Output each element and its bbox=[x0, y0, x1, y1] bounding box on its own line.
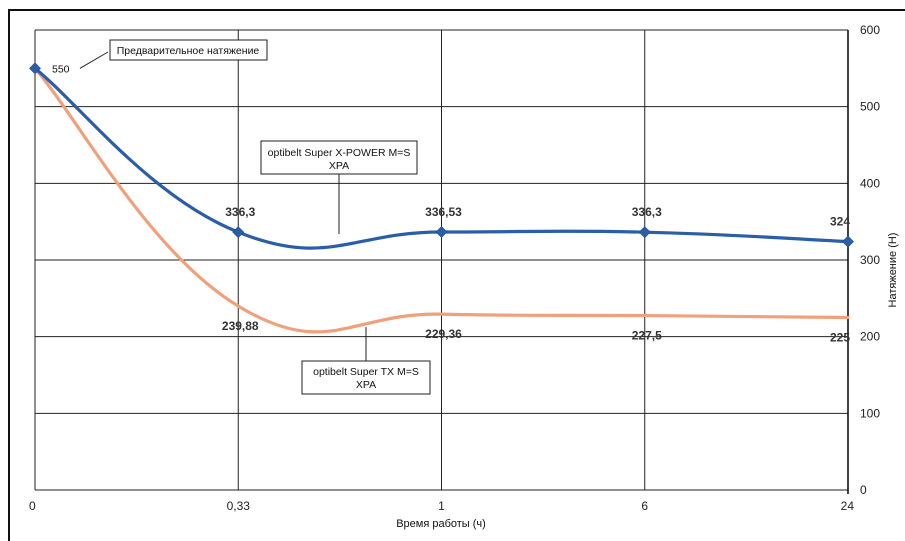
data-point-marker bbox=[232, 226, 245, 239]
data-label: 227,5 bbox=[632, 329, 662, 343]
data-point-marker bbox=[435, 226, 448, 238]
callout-box bbox=[260, 140, 418, 175]
data-point-marker bbox=[842, 235, 854, 248]
y-tick-label: 0 bbox=[860, 483, 867, 497]
y-tick-label: 400 bbox=[860, 176, 880, 190]
series-annotation-line1: optibelt Super TX M=S bbox=[313, 366, 419, 378]
y-tick-label: 500 bbox=[860, 100, 880, 114]
outer-frame bbox=[8, 9, 905, 541]
y-tick-label: 300 bbox=[860, 253, 880, 267]
x-tick-label: 0,33 bbox=[227, 499, 251, 513]
data-label: 324 bbox=[830, 215, 850, 229]
series-annotation-line1: optibelt Super X-POWER M=S bbox=[268, 147, 411, 159]
series-annotation-line2: XPA bbox=[356, 379, 376, 391]
data-point-marker bbox=[29, 62, 41, 75]
y-axis-title: Натяжение (Н) bbox=[887, 233, 899, 308]
data-point-marker bbox=[638, 226, 651, 239]
series-line-super-tx bbox=[33, 66, 850, 334]
callout-leader bbox=[79, 51, 109, 69]
callout-box bbox=[109, 39, 268, 61]
y-tick-label: 100 bbox=[860, 406, 880, 420]
data-label: 239,88 bbox=[222, 319, 259, 333]
data-label: 225 bbox=[830, 331, 850, 345]
x-tick-label: 24 bbox=[841, 499, 855, 513]
data-label-initial: 550 bbox=[52, 63, 70, 75]
y-tick-label: 200 bbox=[860, 330, 880, 344]
series-line-super-x-power bbox=[33, 66, 850, 250]
callout-initial-tension: Предварительное натяжение bbox=[117, 45, 260, 57]
data-label: 229,36 bbox=[425, 327, 462, 341]
data-label: 336,3 bbox=[632, 205, 662, 219]
callout-box bbox=[301, 360, 431, 395]
x-tick-label: 0 bbox=[29, 499, 36, 513]
x-tick-label: 6 bbox=[641, 499, 648, 513]
x-tick-label: 1 bbox=[438, 499, 445, 513]
data-label: 336,3 bbox=[225, 205, 255, 219]
data-label: 336,53 bbox=[425, 205, 462, 219]
x-axis-title: Время работы (ч) bbox=[396, 518, 486, 530]
y-tick-label: 600 bbox=[860, 23, 880, 37]
series-annotation-line2: XPA bbox=[329, 160, 349, 172]
